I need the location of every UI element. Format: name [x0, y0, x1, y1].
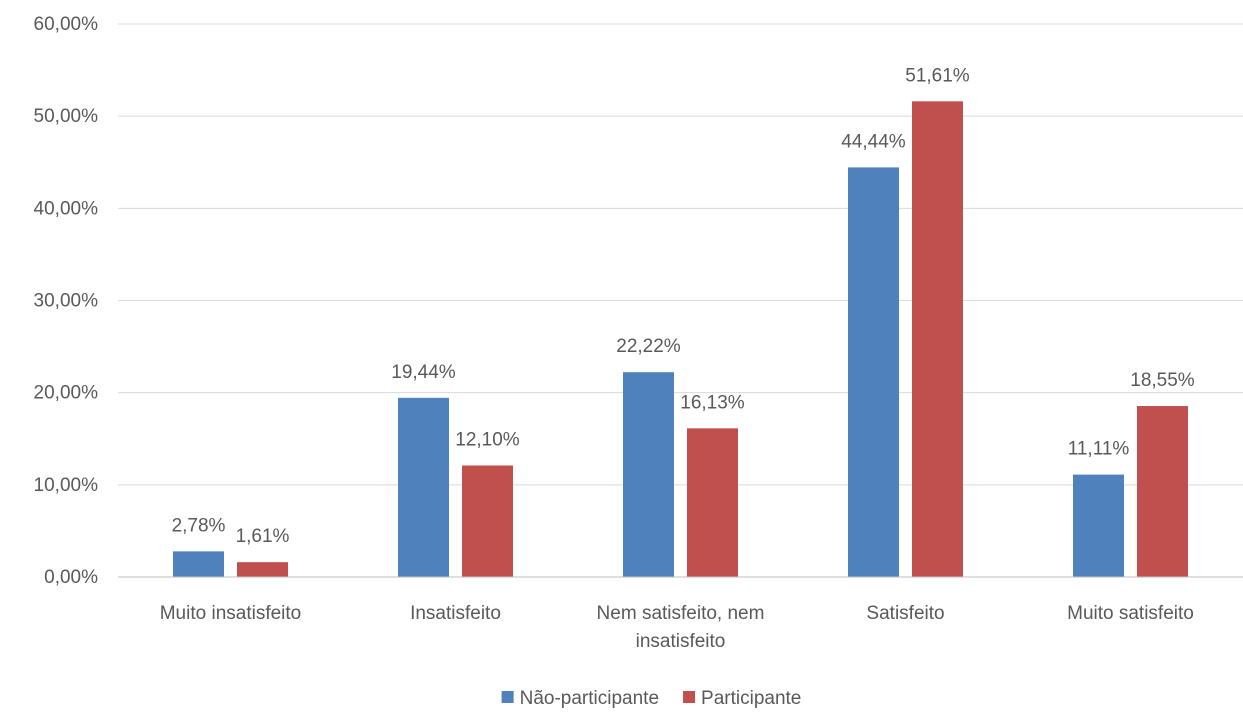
legend-item-participante[interactable]: Participante: [683, 688, 801, 709]
bar-nao-participante[interactable]: [173, 551, 224, 577]
legend[interactable]: Não-participante Participante: [501, 688, 802, 709]
bar-participante[interactable]: [912, 101, 963, 578]
data-label: 19,44%: [391, 362, 456, 383]
y-tick-label: 60,00%: [34, 14, 99, 35]
bar-nao-participante[interactable]: [1073, 474, 1124, 577]
x-category-label: Insatisfeito: [410, 603, 501, 624]
x-axis: Muito insatisfeito Insatisfeito Nem satisf…: [118, 576, 1243, 652]
data-label: 51,61%: [905, 65, 970, 86]
bar-nao-participante[interactable]: [398, 397, 449, 577]
bar-participante[interactable]: [237, 562, 288, 577]
bar-participante[interactable]: [687, 428, 738, 577]
y-tick-label: 50,00%: [34, 106, 99, 127]
x-category-label: Muito satisfeito: [1067, 603, 1194, 624]
bar-nao-participante[interactable]: [848, 167, 899, 578]
grid-lines: [118, 23, 1243, 578]
y-tick-label: 10,00%: [34, 475, 99, 496]
bar-participante[interactable]: [1137, 406, 1188, 577]
data-label: 44,44%: [841, 131, 906, 152]
legend-swatch: [683, 691, 696, 703]
y-tick-label: 30,00%: [34, 291, 99, 312]
data-label: 1,61%: [236, 526, 290, 547]
legend-item-nao-participante[interactable]: Não-participante: [501, 688, 659, 709]
data-label: 2,78%: [172, 515, 226, 536]
data-label: 12,10%: [455, 429, 520, 450]
bar-nao-participante[interactable]: [623, 372, 674, 577]
x-category-label: insatisfeito: [636, 631, 726, 652]
bar-participante[interactable]: [462, 465, 513, 577]
y-tick-label: 20,00%: [34, 383, 99, 404]
data-label: 22,22%: [616, 336, 681, 357]
bars: [173, 101, 1188, 578]
x-category-label: Nem satisfeito, nem: [597, 603, 765, 624]
y-axis: 0,00% 10,00% 20,00% 30,00% 40,00% 50,00% 60,00…: [34, 14, 99, 588]
legend-swatch: [501, 691, 514, 703]
y-tick-label: 40,00%: [34, 198, 99, 219]
data-label: 11,11%: [1068, 439, 1130, 460]
data-label: 18,55%: [1130, 370, 1195, 391]
y-tick-label: 0,00%: [44, 567, 98, 588]
x-category-label: Satisfeito: [866, 603, 944, 624]
data-labels: 2,78% 1,61% 19,44% 12,10% 22,22% 16,13% 44,44%…: [172, 65, 1195, 547]
legend-label: Não-participante: [520, 688, 659, 709]
x-category-label: Muito insatisfeito: [160, 603, 302, 624]
legend-label: Participante: [701, 688, 801, 709]
data-label: 16,13%: [680, 392, 745, 413]
